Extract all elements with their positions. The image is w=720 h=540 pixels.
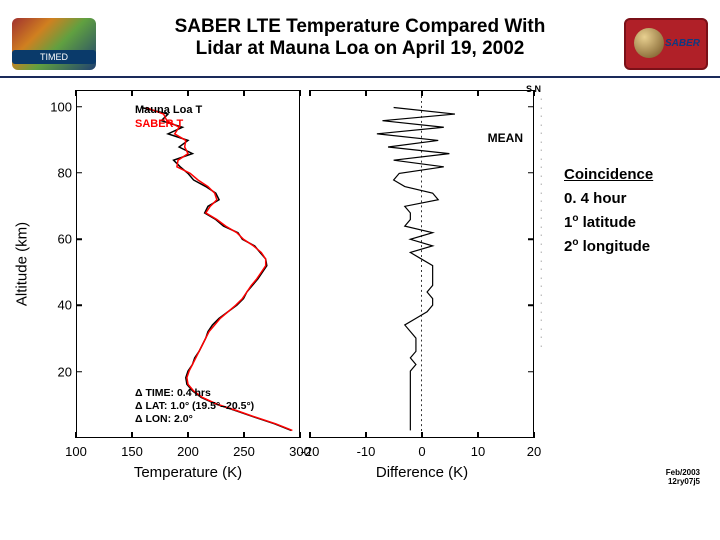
legend-item: SABER T	[135, 117, 202, 131]
temperature-panel: Mauna Loa TSABER T Δ TIME: 0.4 hrsΔ LAT:…	[76, 90, 300, 438]
x-tick-label: 150	[121, 444, 143, 459]
x-axis-label-right: Difference (K)	[376, 464, 468, 481]
x-tick-label: 10	[471, 444, 485, 459]
coincidence-heading: Coincidence	[564, 166, 653, 183]
footer-date: Feb/200312ry07j5	[666, 468, 700, 486]
x-tick-label: -20	[301, 444, 320, 459]
x-tick-label: 100	[65, 444, 87, 459]
coincidence-body: 0. 4 hour1o latitude2o longitude	[564, 189, 653, 257]
timed-logo-icon: TIMED	[12, 18, 96, 70]
ns-column: · · · · · · · · · · · · · · · · · · · · …	[540, 96, 542, 351]
y-tick-label: 100	[44, 99, 72, 114]
y-tick-label: 40	[44, 298, 72, 313]
x-tick-label: -10	[357, 444, 376, 459]
legend-item: Mauna Loa T	[135, 103, 202, 117]
coincidence-note: Coincidence 0. 4 hour1o latitude2o longi…	[564, 166, 653, 257]
chart-area: Altitude (km) Mauna Loa TSABER T Δ TIME:…	[30, 90, 550, 500]
difference-panel: MEAN	[310, 90, 534, 438]
y-axis-label: Altitude (km)	[14, 222, 31, 306]
x-tick-label: 0	[418, 444, 425, 459]
title-line-1: SABER LTE Temperature Compared With	[110, 16, 610, 38]
y-tick-label: 20	[44, 364, 72, 379]
x-tick-label: 20	[527, 444, 541, 459]
y-tick-label: 60	[44, 232, 72, 247]
x-tick-label: 250	[233, 444, 255, 459]
y-tick-label: 80	[44, 165, 72, 180]
timed-logo-label: TIMED	[12, 50, 96, 64]
difference-legend: MEAN	[488, 131, 523, 145]
x-tick-label: 200	[177, 444, 199, 459]
delta-info: Δ TIME: 0.4 hrsΔ LAT: 1.0° (19.5°–20.5°)…	[135, 387, 254, 426]
temperature-legend: Mauna Loa TSABER T	[135, 103, 202, 131]
x-axis-label-left: Temperature (K)	[134, 464, 242, 481]
saber-logo-label: SABER	[665, 38, 700, 49]
page-title: SABER LTE Temperature Compared With Lida…	[110, 16, 610, 60]
title-line-2: Lidar at Mauna Loa on April 19, 2002	[110, 38, 610, 60]
saber-logo-icon: SABER	[624, 18, 708, 70]
